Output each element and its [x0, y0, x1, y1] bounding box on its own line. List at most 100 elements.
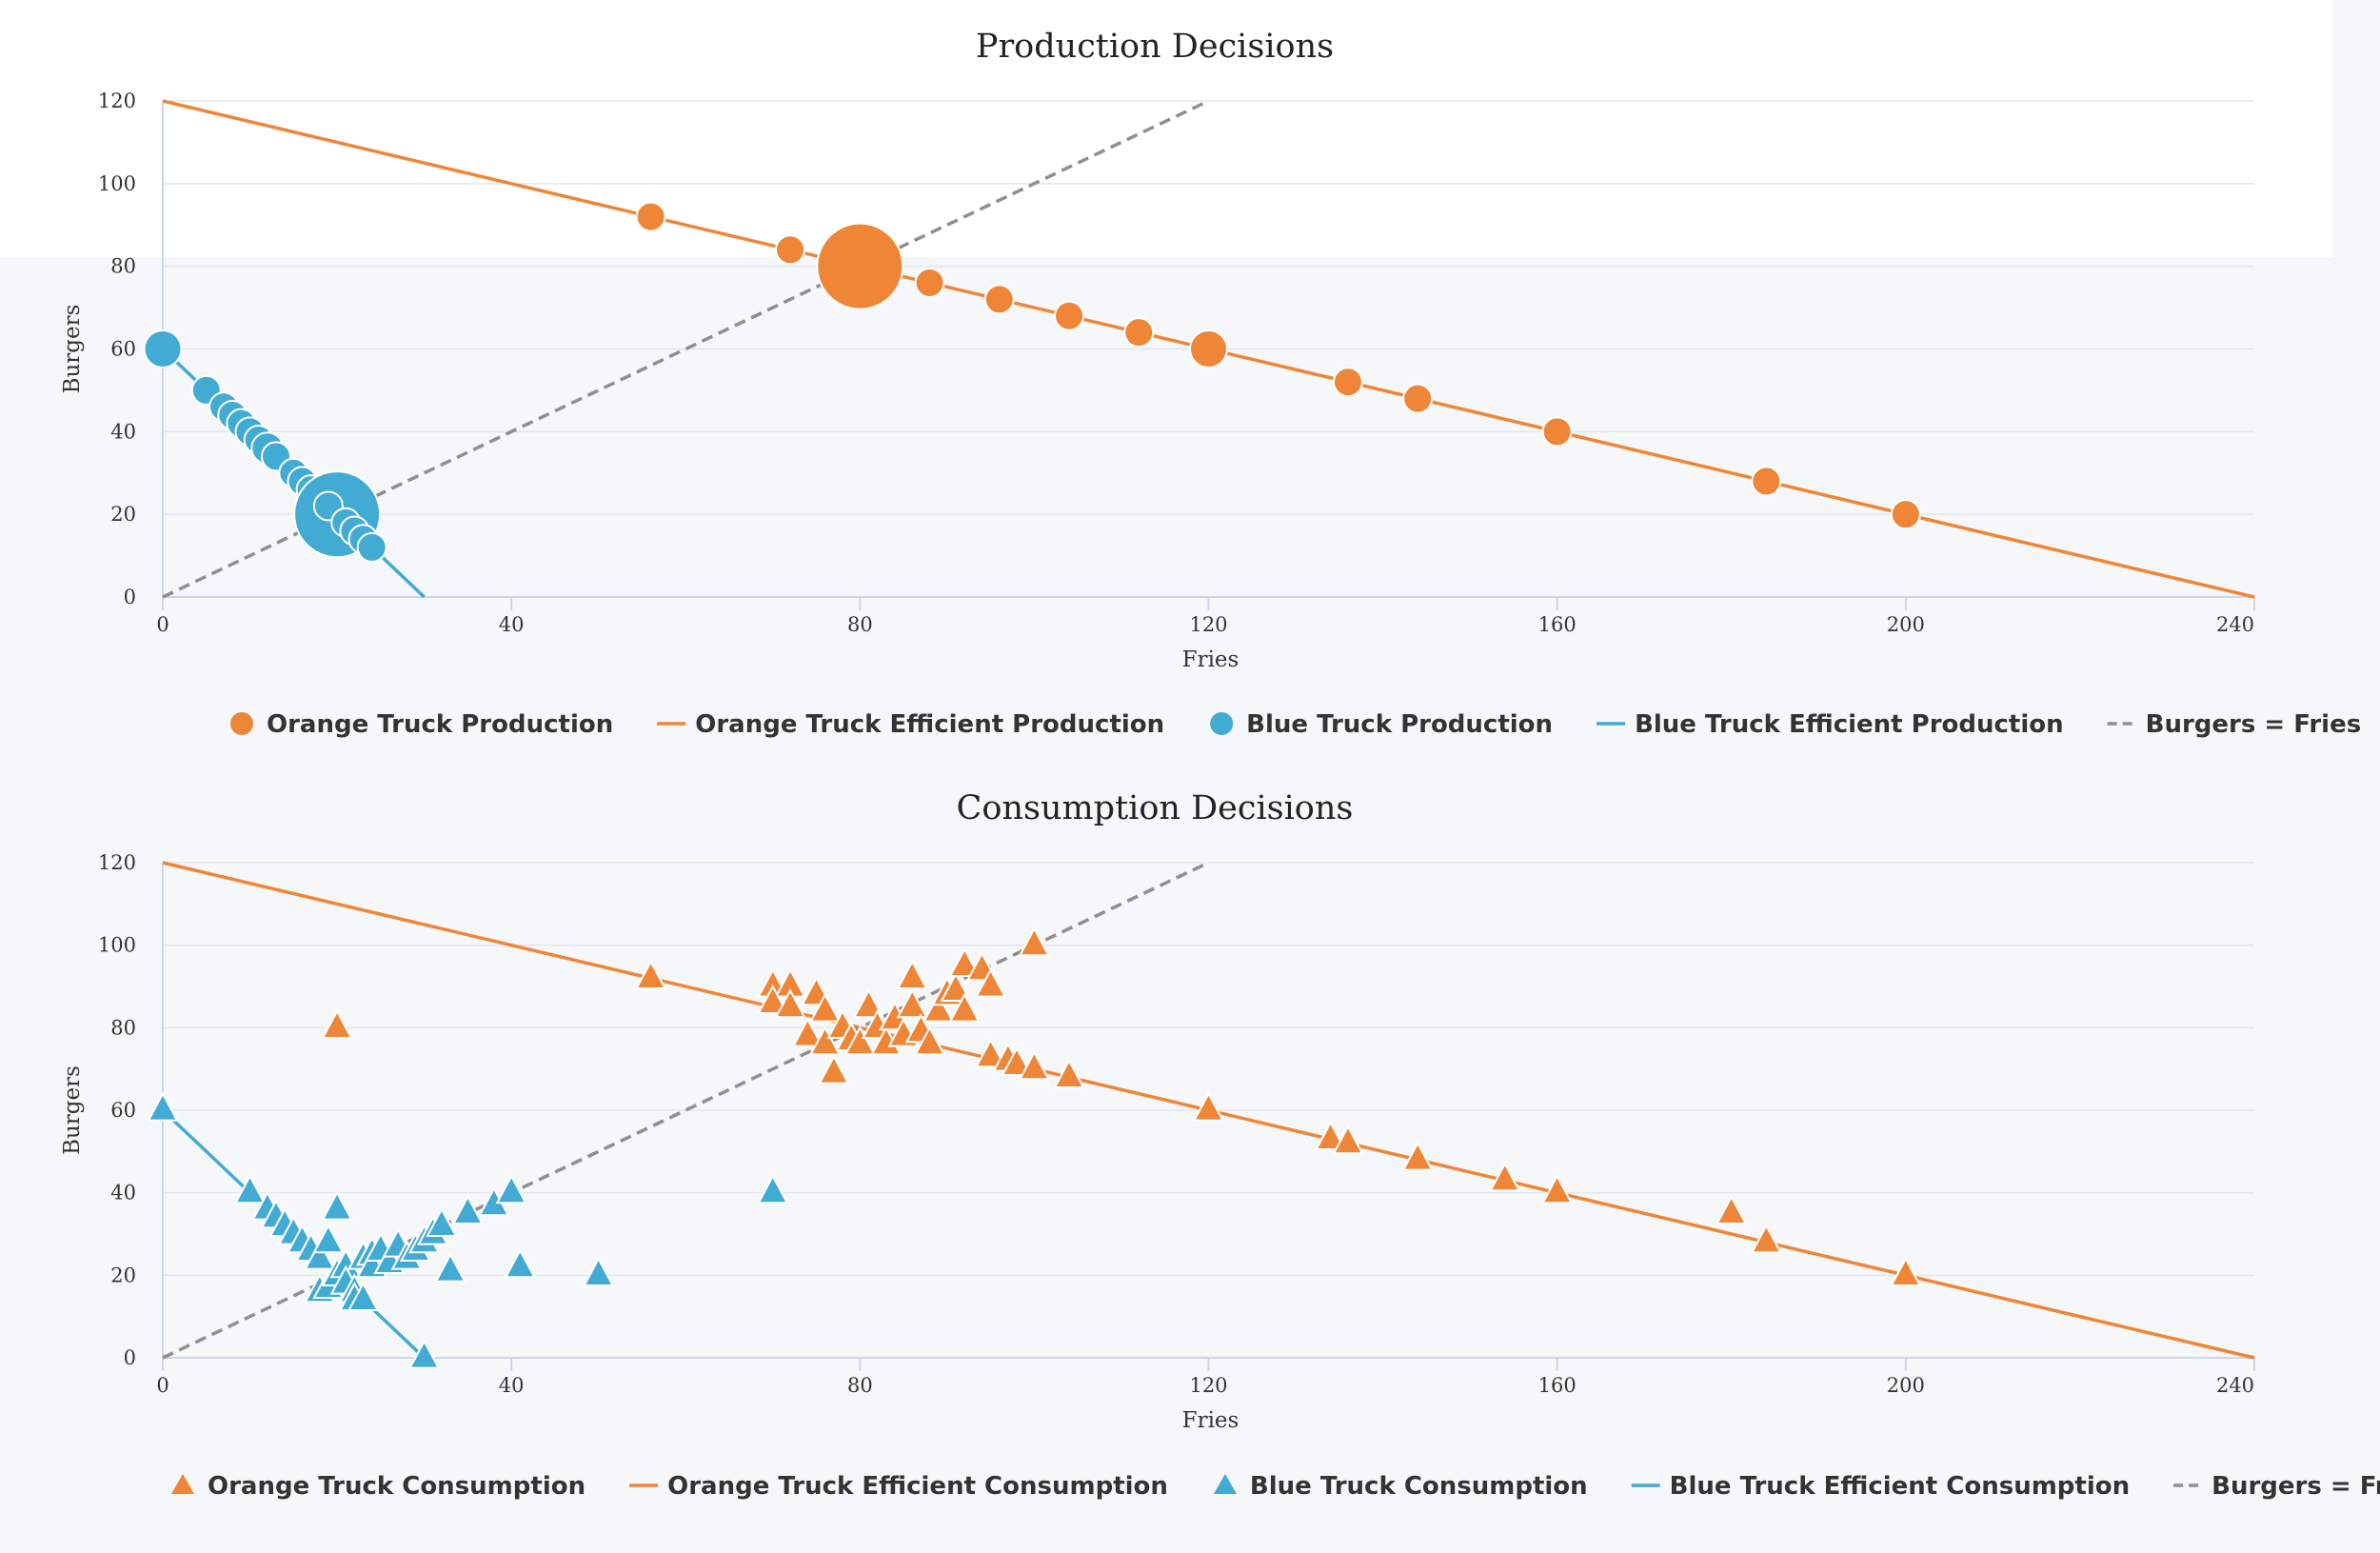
top-white-band: [0, 0, 2332, 257]
x-tick-label: 160: [1538, 613, 1577, 636]
orange-production-point: [1189, 329, 1228, 368]
orange-consumption-point: [809, 1025, 842, 1056]
x-tick-label: 80: [847, 613, 873, 636]
orange-consumption-point: [940, 971, 972, 1002]
orange-consumption-point: [634, 959, 667, 989]
orange-consumption-point: [1716, 1194, 1748, 1224]
orange-consumption-point: [791, 1017, 824, 1047]
orange-consumption-point: [774, 988, 806, 1019]
blue-consumption-point: [407, 1339, 441, 1369]
y-tick-label: 60: [110, 1099, 136, 1122]
orange-consumption-point: [896, 959, 928, 989]
equality-dashed-line: [162, 99, 1210, 599]
orange-consumption-point: [913, 1025, 946, 1056]
blue-consumption-point: [504, 1248, 536, 1279]
blue-consumption-point: [304, 1240, 336, 1270]
legend-label: Blue Truck Efficient Consumption: [1670, 1472, 2130, 1501]
orange-consumption-point: [896, 988, 928, 1019]
orange-consumption-point: [1489, 1162, 1521, 1192]
y-tick-label: 0: [124, 586, 136, 608]
orange-production-point: [816, 222, 904, 310]
x-tick-label: 200: [1887, 1374, 1925, 1397]
y-tick-label: 0: [124, 1346, 136, 1369]
blue-production-point: [356, 531, 387, 563]
x-tick-label: 160: [1538, 1374, 1577, 1397]
legend-item[interactable]: Burgers = Fries: [2107, 710, 2362, 739]
x-tick-label: 120: [1189, 1374, 1227, 1397]
legend-item[interactable]: Orange Truck Efficient Production: [657, 710, 1164, 739]
chart-title: Consumption Decisions: [957, 789, 1354, 827]
legend-label: Blue Truck Consumption: [1250, 1472, 1588, 1501]
legend-item[interactable]: Orange Truck Production: [230, 710, 613, 739]
legend-item[interactable]: Blue Truck Efficient Consumption: [1631, 1472, 2130, 1501]
y-tick-label: 60: [110, 338, 136, 361]
orange-production-point: [1890, 499, 1921, 530]
y-tick-label: 40: [110, 1182, 136, 1205]
orange-consumption-point: [1890, 1256, 1922, 1286]
orange-consumption-point: [1332, 1125, 1364, 1155]
orange-consumption-point: [818, 1054, 850, 1085]
x-tick-label: 0: [156, 1374, 169, 1397]
legend-label: Burgers = Fries: [2146, 710, 2362, 739]
orange-consumption-point: [843, 1025, 877, 1056]
orange-production-point: [1054, 300, 1085, 331]
orange-consumption-point: [1401, 1141, 1434, 1171]
orange-consumption-point: [948, 946, 981, 977]
blue-consumption-point: [757, 1174, 789, 1205]
y-tick-label: 40: [110, 420, 136, 443]
legend-item[interactable]: Burgers = Fries: [2173, 1472, 2380, 1501]
legend-circle-marker: [230, 712, 253, 735]
orange-production-point: [775, 234, 806, 266]
orange-consumption-point: [922, 992, 955, 1023]
blue-consumption-point: [495, 1174, 527, 1205]
orange-production-point: [635, 201, 666, 232]
orange-consumption-point: [974, 967, 1007, 998]
blue-production-point: [143, 329, 183, 368]
orange-production-point: [1332, 367, 1363, 398]
y-tick-label: 100: [98, 172, 136, 195]
y-tick-label: 120: [98, 90, 136, 112]
y-tick-label: 80: [110, 255, 136, 278]
orange-consumption-point: [809, 992, 842, 1023]
orange-consumption-point: [1750, 1224, 1783, 1254]
orange-consumption-point: [1540, 1174, 1574, 1205]
orange-production-point: [1402, 383, 1434, 414]
blue-consumption-point: [147, 1091, 179, 1122]
legend-item[interactable]: Orange Truck Consumption: [171, 1472, 585, 1501]
blue-consumption-point: [233, 1174, 267, 1205]
legend-item[interactable]: Blue Truck Efficient Production: [1597, 710, 2064, 739]
legend-label: Orange Truck Production: [267, 710, 613, 739]
y-tick-label: 80: [110, 1016, 136, 1039]
orange-consumption-point: [1192, 1091, 1225, 1122]
legend-item[interactable]: Blue Truck Consumption: [1213, 1472, 1588, 1501]
x-tick-label: 0: [156, 613, 169, 636]
y-tick-label: 100: [98, 934, 136, 957]
production-chart: Production Decisions 0 20 40 60 80 100 120 0 40 80…: [60, 28, 2361, 739]
x-tick-label: 200: [1887, 613, 1925, 636]
orange-production-point: [983, 284, 1015, 315]
legend-item[interactable]: Blue Truck Production: [1210, 710, 1553, 739]
legend-item[interactable]: Orange Truck Efficient Consumption: [629, 1472, 1168, 1501]
x-tick-label: 240: [2216, 613, 2254, 636]
x-tick-label: 80: [847, 1374, 873, 1397]
x-axis-title: Fries: [1182, 647, 1240, 672]
legend-label: Burgers = Fries: [2211, 1472, 2380, 1501]
orange-consumption-point: [1053, 1058, 1085, 1088]
legend-label: Blue Truck Production: [1246, 710, 1553, 739]
y-tick-label: 20: [110, 1264, 136, 1286]
orange-consumption-point: [948, 992, 981, 1023]
blue-consumption-point: [451, 1194, 485, 1224]
x-tick-label: 40: [499, 1374, 525, 1397]
orange-production-point: [1541, 416, 1573, 448]
y-axis-title: Burgers: [60, 305, 85, 394]
legend-label: Orange Truck Efficient Production: [695, 710, 1164, 739]
x-tick-label: 40: [499, 613, 525, 636]
y-tick-label: 20: [110, 503, 136, 526]
consumption-chart: Consumption Decisions 0 20 40 60 80 100 120 0 40 8…: [60, 789, 2380, 1501]
x-tick-label: 240: [2216, 1374, 2254, 1397]
orange-consumption-point: [1001, 1045, 1033, 1076]
y-tick-label: 120: [98, 851, 136, 874]
legend-label: Orange Truck Efficient Consumption: [667, 1472, 1168, 1501]
